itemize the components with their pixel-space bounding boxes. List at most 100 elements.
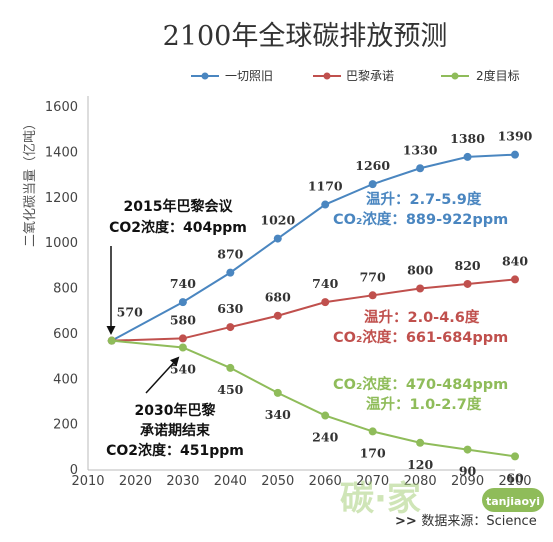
annotation-pledge: 温升：2.0-4.6度 CO₂浓度：661-684ppm [333,308,508,346]
x-tick-label: 2090 [451,474,484,489]
series-two-degree-value-label: 90 [459,464,477,479]
series-bau-point [368,180,377,189]
series-pledge-point [226,323,235,332]
watermark-badge-bg [482,488,544,512]
x-tick-label: 2100 [498,474,531,489]
x-tick-label: 2030 [166,474,199,489]
series-two-degree-value-label: 60 [506,470,524,485]
x-tick-labels: 2010 2020 2030 2040 2050 2060 2070 2080 2090 2100 [71,474,531,489]
annotation-bau-co2: CO₂浓度：889-922ppm [333,210,508,228]
annotation-paris-2030: 2030年巴黎 承诺期结束 CO2浓度：451ppm [106,402,244,459]
legend-item-two-degree: 2度目标 [441,68,520,83]
source-note: >> 数据来源：Science [395,514,537,529]
legend-label-pledge: 巴黎承诺 [346,69,394,83]
series-two-degree-point [511,452,519,461]
y-tick-label: 0 [70,463,78,478]
watermark-badge-text: tanjiaoyi [486,495,540,508]
series-pledge-value-label: 840 [502,253,528,268]
legend: 一切照旧 巴黎承诺 2度目标 [191,68,520,83]
annotation-pledge-co2: CO₂浓度：661-684ppm [333,328,508,346]
y-tick-label: 200 [53,418,78,433]
x-tick-label: 2070 [356,474,389,489]
series-two-degree-point [321,411,330,420]
series-two-degree-value-label: 240 [312,430,338,445]
y-tick-label: 1600 [45,100,78,115]
source-text: 数据来源：Science [421,514,536,529]
series-pledge-point [416,284,425,293]
legend-item-bau: 一切照旧 [191,69,273,83]
legend-label-two-degree: 2度目标 [476,68,520,83]
chart-title: 2100年全球碳排放预测 [163,21,448,52]
series-bau-point [321,200,330,209]
series-pledge-value-label: 580 [170,312,196,327]
annotation-paris-2030-line2: 承诺期结束 [140,422,211,439]
y-axis-label: 二氧化碳当量（亿吨） [23,117,38,247]
series-two-degree-point [273,388,282,397]
series-bau-value-label: 1260 [355,158,390,173]
series-two-degree-point [226,363,235,372]
y-tick-label: 400 [53,372,78,387]
series-bau-value-label: 1020 [260,213,295,228]
x-tick-label: 2050 [261,474,294,489]
series-pledge-value-label: 740 [312,276,338,291]
x-tick-label: 2020 [119,474,152,489]
annotation-paris-2015-line1: 2015年巴黎会议 [124,198,234,215]
y-tick-label: 800 [53,282,78,297]
series-bau-point [511,150,519,159]
series-bau-value-label: 570 [117,305,143,320]
annotation-two-degree-temp: 温升：1.0-2.7度 [366,395,482,413]
series-two-degree-value-label: 450 [217,382,243,397]
y-tick-labels: 0 200 400 600 800 1000 1200 1400 1600 [45,100,78,478]
series-bau-point [416,164,425,173]
series-bau-value-label: 1330 [403,142,438,157]
watermark-text: 碳·家 [340,479,421,519]
annotation-bau-temp: 温升：2.7-5.9度 [366,190,482,208]
series-bau-value-label: 740 [170,276,196,291]
series-two-degree-value-label: 120 [407,457,433,472]
series-pledge-point [511,275,519,284]
data-labels: 570 740 870 1020 1170 1260 1330 1380 1390 580 630 6… [117,129,533,486]
series-bau-value-label: 1390 [498,129,533,144]
series-pledge-value-label: 680 [265,290,291,305]
series-two-degree-value-label: 170 [360,445,386,460]
series-two-degree-point [107,336,116,345]
series-layer [107,150,519,461]
annotation-two-degree: CO₂浓度：470-484ppm 温升：1.0-2.7度 [333,375,508,413]
series-pledge-value-label: 770 [360,269,386,284]
arrow-2030 [145,356,180,394]
series-two-degree-value-label: 340 [265,407,291,422]
x-tick-label: 2010 [71,474,104,489]
annotation-paris-2015-line2: CO2浓度：404ppm [109,219,247,236]
series-pledge-point [368,291,377,300]
y-tick-label: 600 [53,327,78,342]
series-bau-value-label: 1170 [308,179,343,194]
series-two-degree [107,336,519,461]
legend-marker-bau [201,72,209,80]
series-bau-point [463,152,472,161]
series-pledge-value-label: 630 [217,301,243,316]
series-bau-point [178,298,187,307]
series-pledge-point [273,311,282,320]
legend-marker-two-degree [451,72,459,80]
annotation-paris-2030-line3: CO2浓度：451ppm [106,442,244,459]
series-bau-point [273,234,282,243]
series-two-degree-value-label: 540 [170,361,196,376]
y-tick-label: 1000 [45,236,78,251]
watermark: 碳·家 tanjiaoyi [340,479,544,519]
series-pledge-point [463,279,472,288]
series-pledge-point [178,334,187,343]
series-two-degree-point [463,445,472,454]
x-tick-label: 2040 [214,474,247,489]
series-two-degree-point [178,343,187,352]
annotation-paris-2015: 2015年巴黎会议 CO2浓度：404ppm [109,198,247,236]
series-pledge-point [321,298,330,307]
series-bau-point [226,268,235,277]
y-tick-label: 1200 [45,191,78,206]
source-arrow-icon: >> [395,514,421,529]
series-two-degree-point [368,427,377,436]
annotation-paris-2030-line1: 2030年巴黎 [135,402,216,419]
y-tick-label: 1400 [45,145,78,160]
legend-label-bau: 一切照旧 [225,69,273,83]
series-two-degree-point [416,438,425,447]
annotation-pledge-temp: 温升：2.0-4.6度 [364,308,480,326]
